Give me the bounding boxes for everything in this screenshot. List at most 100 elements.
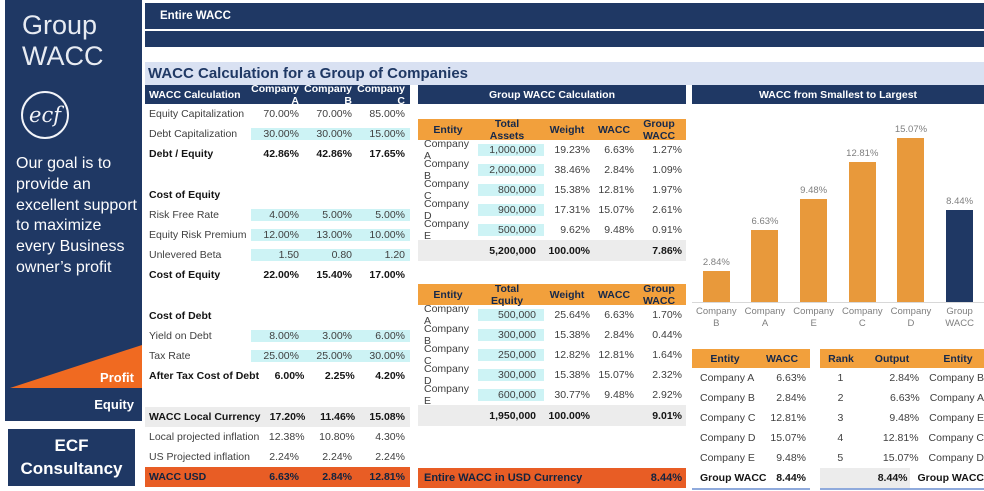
header-cell: WACC bbox=[765, 352, 799, 365]
value-cell: 12.81% bbox=[598, 349, 634, 361]
bar bbox=[848, 162, 876, 302]
input-cell[interactable]: 25.00% bbox=[251, 350, 304, 362]
header-cell: Weight bbox=[549, 288, 585, 301]
input-cell[interactable]: 4.00% bbox=[251, 209, 304, 221]
input-cell[interactable]: 600,000 bbox=[478, 389, 544, 401]
value-cell: 85.00% bbox=[369, 108, 405, 120]
input-cell[interactable]: 30.00% bbox=[357, 350, 410, 362]
value-cell: 2.84% bbox=[604, 329, 634, 341]
table-row: 4 12.81% Company C bbox=[820, 428, 984, 448]
value-cell: 8.44% bbox=[856, 468, 910, 488]
table-row: Unlevered Beta 1.50 0.80 1.20 bbox=[145, 245, 410, 265]
value-cell: 2.24% bbox=[269, 451, 299, 463]
input-cell[interactable]: 0.80 bbox=[304, 249, 357, 261]
value-cell: 1.70% bbox=[652, 309, 682, 321]
value-cell: Company D bbox=[700, 432, 756, 444]
input-cell[interactable]: 250,000 bbox=[478, 349, 544, 361]
value-cell: 2.24% bbox=[322, 451, 352, 463]
header-cell: Total Assets bbox=[489, 117, 525, 142]
input-cell[interactable]: 10.00% bbox=[357, 229, 410, 241]
input-cell[interactable]: 1,000,000 bbox=[478, 144, 544, 156]
brand-name: ECF Consultancy bbox=[20, 435, 123, 478]
title-band: WACC Calculation for a Group of Companie… bbox=[145, 62, 984, 85]
group-wacc-header: Group WACC Calculation bbox=[418, 85, 686, 104]
input-cell[interactable]: 30.00% bbox=[251, 128, 304, 140]
input-cell[interactable]: 300,000 bbox=[478, 369, 544, 381]
topbar: Entire WACC bbox=[145, 3, 984, 29]
bar bbox=[897, 138, 925, 302]
header-cell: Entity bbox=[433, 123, 463, 136]
input-cell[interactable]: 3.00% bbox=[304, 330, 357, 342]
table-row: Company B 2,000,000 38.46% 2.84% 1.09% bbox=[418, 158, 686, 182]
header-cell: Output bbox=[874, 352, 910, 365]
input-cell[interactable]: 12.00% bbox=[251, 229, 304, 241]
input-cell[interactable]: 300,000 bbox=[478, 329, 544, 341]
bar-chart-categories: Company B Company A Company E Company C Comp… bbox=[692, 306, 984, 330]
header-cell: WACC bbox=[597, 288, 631, 301]
table-row: Debt / Equity 42.86% 42.86% 17.65% bbox=[145, 144, 410, 164]
table-header-row: Entity Total Equity Weight WACC Group WACC bbox=[418, 282, 686, 307]
input-cell[interactable]: 6.00% bbox=[357, 330, 410, 342]
value-cell: Company B bbox=[929, 372, 984, 384]
header-cell: Rank bbox=[828, 352, 854, 365]
value-cell: Company D bbox=[424, 198, 469, 222]
input-cell[interactable]: 900,000 bbox=[478, 204, 544, 216]
input-cell[interactable]: 1.50 bbox=[251, 249, 304, 261]
tab-entire-wacc[interactable]: Entire WACC bbox=[160, 10, 231, 22]
value-cell: 9.48% bbox=[889, 412, 920, 424]
input-cell[interactable]: 5.00% bbox=[357, 209, 410, 221]
wacc-calculation-table: WACC Calculation Company A Company B Compan… bbox=[145, 83, 410, 487]
row-label: Cost of Debt bbox=[149, 310, 212, 322]
input-cell[interactable]: 8.00% bbox=[251, 330, 304, 342]
table-row: Company C 250,000 12.82% 12.81% 1.64% bbox=[418, 343, 686, 367]
table-row: 3 9.48% Company E bbox=[820, 408, 984, 428]
input-cell[interactable]: 1.20 bbox=[357, 249, 410, 261]
row-label: WACC USD bbox=[149, 471, 207, 483]
input-cell[interactable]: 800,000 bbox=[478, 184, 544, 196]
row-label: Equity Risk Premium bbox=[149, 229, 247, 241]
value-cell: 6.63% bbox=[269, 471, 299, 483]
ecf-logo-text: ecf bbox=[29, 103, 61, 127]
table-row: Company D 900,000 17.31% 15.07% 2.61% bbox=[418, 198, 686, 222]
input-cell[interactable]: 500,000 bbox=[478, 224, 544, 236]
value-cell: 2 bbox=[837, 392, 844, 404]
value-cell: 15.07% bbox=[598, 369, 634, 381]
table-row: Cost of Equity 22.00% 15.40% 17.00% bbox=[145, 265, 410, 285]
value-cell: 15.38% bbox=[554, 184, 590, 196]
input-cell[interactable]: 13.00% bbox=[304, 229, 357, 241]
value-cell: 6.63% bbox=[604, 309, 634, 321]
bar bbox=[800, 199, 828, 302]
chart-header: WACC from Smallest to Largest bbox=[692, 85, 984, 104]
table-header-row: WACC Calculation Company A Company B Compan… bbox=[145, 83, 410, 107]
assets-table: Entity Total Assets Weight WACC Group WACC Co… bbox=[418, 117, 686, 261]
value-cell: Company E bbox=[424, 383, 469, 407]
header-cell: Total Equity bbox=[490, 282, 524, 307]
value-cell: 15.08% bbox=[369, 411, 405, 423]
bar bbox=[702, 271, 730, 302]
row-label: Cost of Equity bbox=[149, 269, 221, 281]
input-cell[interactable]: 15.00% bbox=[357, 128, 410, 140]
table-row: WACC Local Currency 17.20% 11.46% 15.08% bbox=[145, 407, 410, 427]
value-cell: 15.40% bbox=[316, 269, 352, 281]
input-cell[interactable]: 5.00% bbox=[304, 209, 357, 221]
bar-value-label: 6.63% bbox=[751, 216, 779, 227]
chart-slot: 15.07% bbox=[887, 124, 936, 302]
table-row bbox=[145, 285, 410, 306]
brand-box: ECF Consultancy bbox=[8, 429, 135, 486]
value-cell: 1.27% bbox=[652, 144, 682, 156]
input-cell[interactable]: 30.00% bbox=[304, 128, 357, 140]
value-cell: 25.64% bbox=[554, 309, 590, 321]
value-cell: 1.09% bbox=[652, 164, 682, 176]
table-row: Company A 1,000,000 19.23% 6.63% 1.27% bbox=[418, 138, 686, 162]
row-label: Cost of Equity bbox=[149, 189, 221, 201]
value-cell: 6.63% bbox=[604, 144, 634, 156]
total-row: 5,200,000 100.00% 7.86% bbox=[418, 240, 686, 261]
value-cell: 2.92% bbox=[652, 389, 682, 401]
input-cell[interactable]: 500,000 bbox=[478, 309, 544, 321]
header-cell: Group WACC bbox=[642, 282, 676, 307]
input-cell[interactable]: 2,000,000 bbox=[478, 164, 544, 176]
value-cell: Company D bbox=[424, 363, 469, 387]
input-cell[interactable]: 25.00% bbox=[304, 350, 357, 362]
bar-category-label: Company E bbox=[793, 306, 834, 329]
entire-wacc-value: 8.44% bbox=[650, 472, 682, 484]
